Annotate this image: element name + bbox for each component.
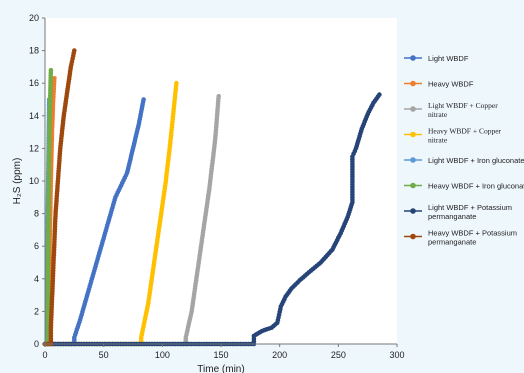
legend-label: Heavy WBDF + Iron gluconat <box>428 182 524 191</box>
x-tick-label: 200 <box>272 350 287 360</box>
legend-label: Heavy WBDF <box>428 80 474 89</box>
y-tick-label: 0 <box>34 339 39 349</box>
legend-marker <box>410 131 416 138</box>
legend-marker <box>410 233 416 240</box>
y-tick-label: 18 <box>29 46 39 56</box>
y-axis-title: H₂S (ppm) <box>12 158 23 205</box>
x-tick-label: 250 <box>331 350 346 360</box>
legend-item: Heavy WBDF + Iron gluconat <box>404 182 524 191</box>
series-6 <box>42 67 54 347</box>
legend-item: Heavy WBDF + Potassium permanganate <box>404 229 517 247</box>
legend-item: Light WBDF + Iron gluconate <box>404 156 524 165</box>
legend-label: Light WBDF <box>428 54 469 63</box>
y-tick-label: 8 <box>34 209 39 219</box>
legend-label: Light WBDF + Copper nitrate <box>428 101 498 119</box>
legend-marker <box>410 55 416 61</box>
legend-item: Light WBDF + Potassium permanganate <box>404 203 512 221</box>
y-tick-label: 10 <box>29 176 39 186</box>
legend-label: Light WBDF + Iron gluconate <box>428 156 524 165</box>
legend-item: Light WBDF <box>404 54 469 63</box>
data-point <box>52 76 57 81</box>
y-axis-ticks: 0 2 4 6 8 10 12 14 16 18 20 <box>29 13 45 349</box>
legend: Light WBDF Heavy WBDF Light WBDF + Copper n… <box>404 54 524 247</box>
x-tick-label: 150 <box>213 350 228 360</box>
legend-marker <box>410 208 416 214</box>
data-point <box>141 97 146 102</box>
x-axis-ticks: 0 50 100 150 200 250 300 <box>42 344 405 360</box>
legend-marker <box>410 157 416 163</box>
series-8 <box>42 48 77 347</box>
data-point <box>174 80 179 86</box>
y-tick-label: 2 <box>34 306 39 316</box>
x-tick-label: 100 <box>155 350 170 360</box>
data-point <box>72 48 77 53</box>
y-tick-label: 12 <box>29 143 39 153</box>
legend-label: Heavy WBDF + Copper nitrate <box>428 127 502 145</box>
x-axis-title: Time (min) <box>197 364 244 373</box>
y-tick-label: 16 <box>29 78 39 88</box>
legend-marker <box>410 106 416 112</box>
y-tick-label: 6 <box>34 241 39 251</box>
data-point <box>48 67 54 73</box>
legend-marker <box>410 80 416 87</box>
y-tick-label: 20 <box>29 13 39 23</box>
y-tick-label: 14 <box>29 111 39 121</box>
data-point <box>377 92 382 97</box>
data-point <box>216 93 221 99</box>
y-tick-label: 4 <box>34 274 39 284</box>
legend-item: Heavy WBDF + Copper nitrate <box>404 127 502 145</box>
legend-item: Heavy WBDF <box>404 80 474 89</box>
plot-area <box>45 18 397 344</box>
legend-marker <box>410 182 416 189</box>
legend-item: Light WBDF + Copper nitrate <box>404 101 498 119</box>
x-tick-label: 50 <box>99 350 109 360</box>
legend-label: Heavy WBDF + Potassium permanganate <box>428 229 517 247</box>
x-tick-label: 300 <box>389 350 404 360</box>
legend-label: Light WBDF + Potassium permanganate <box>428 203 512 221</box>
x-tick-label: 0 <box>42 350 47 360</box>
